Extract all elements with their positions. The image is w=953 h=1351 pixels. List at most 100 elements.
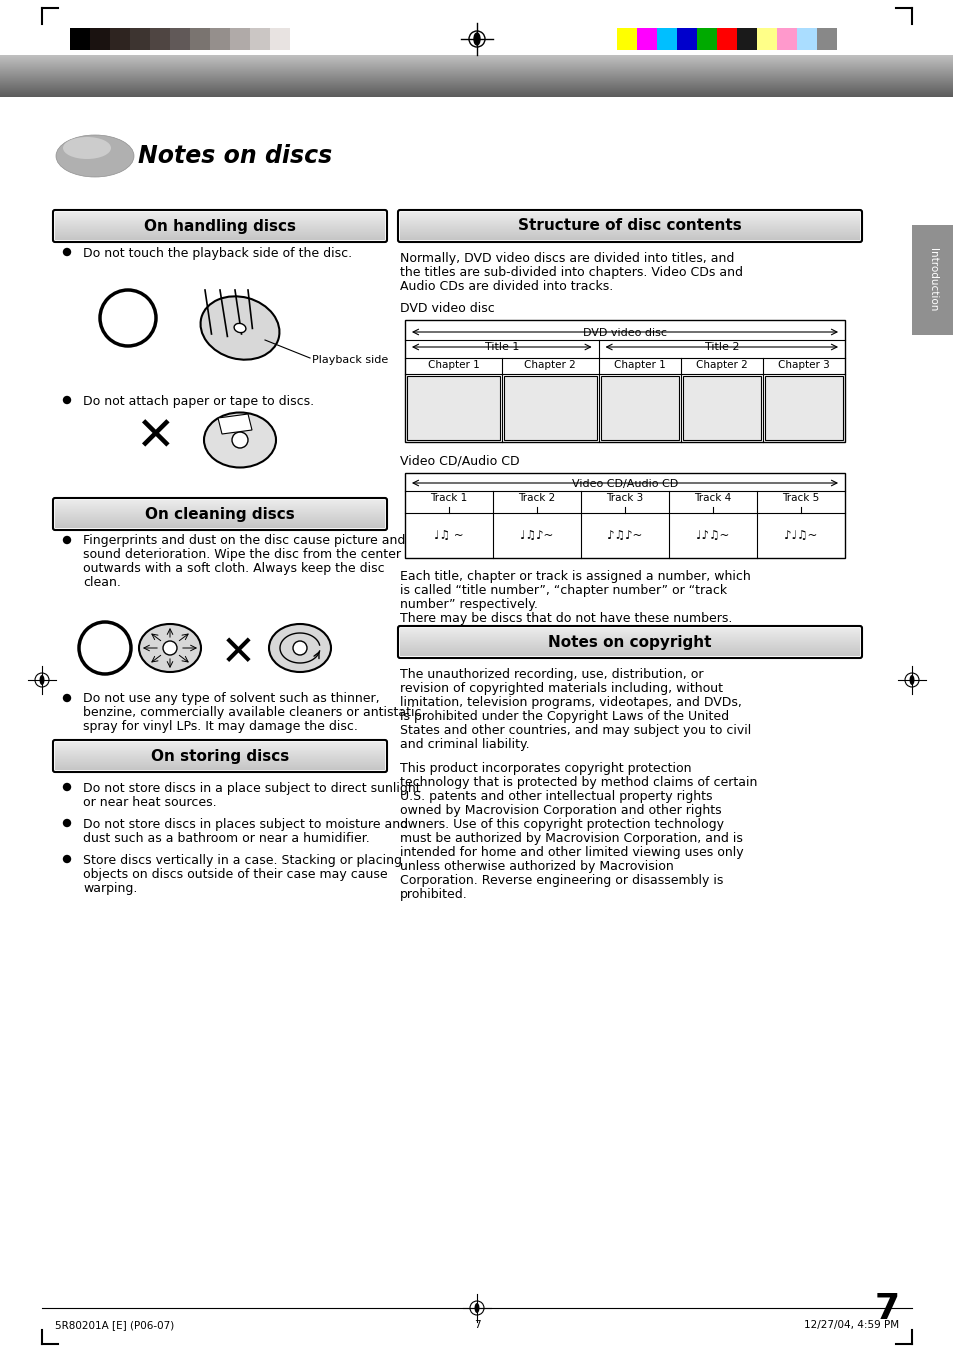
Text: Chapter 1: Chapter 1 bbox=[427, 359, 478, 370]
Ellipse shape bbox=[63, 136, 111, 159]
Circle shape bbox=[64, 784, 71, 790]
Ellipse shape bbox=[474, 1302, 479, 1313]
Bar bbox=[405, 473, 844, 558]
Text: Track 2: Track 2 bbox=[517, 493, 555, 503]
Text: U.S. patents and other intellectual property rights: U.S. patents and other intellectual prop… bbox=[399, 790, 712, 802]
Ellipse shape bbox=[908, 676, 914, 685]
Bar bbox=[637, 28, 657, 50]
Text: ♩♫♪~: ♩♫♪~ bbox=[519, 530, 553, 542]
Text: Title 2: Title 2 bbox=[704, 342, 739, 353]
Text: ♪♩♫~: ♪♩♫~ bbox=[783, 530, 817, 542]
Text: DVD video disc: DVD video disc bbox=[399, 303, 495, 315]
Text: On storing discs: On storing discs bbox=[151, 748, 289, 763]
Circle shape bbox=[64, 396, 71, 404]
Bar bbox=[230, 28, 250, 50]
Text: ♩♪♫~: ♩♪♫~ bbox=[696, 530, 729, 542]
Text: Video CD/Audio CD: Video CD/Audio CD bbox=[399, 455, 519, 467]
Bar bbox=[90, 28, 110, 50]
Text: Do not store discs in a place subject to direct sunlight: Do not store discs in a place subject to… bbox=[83, 782, 420, 794]
Ellipse shape bbox=[204, 412, 275, 467]
Text: Do not attach paper or tape to discs.: Do not attach paper or tape to discs. bbox=[83, 394, 314, 408]
Text: Do not use any type of solvent such as thinner,: Do not use any type of solvent such as t… bbox=[83, 692, 379, 705]
Text: limitation, television programs, videotapes, and DVDs,: limitation, television programs, videota… bbox=[399, 696, 741, 709]
Text: Store discs vertically in a case. Stacking or placing: Store discs vertically in a case. Stacki… bbox=[83, 854, 401, 867]
Text: 7: 7 bbox=[474, 1320, 479, 1329]
Text: and criminal liability.: and criminal liability. bbox=[399, 738, 529, 751]
Ellipse shape bbox=[139, 624, 201, 671]
Text: unless otherwise authorized by Macrovision: unless otherwise authorized by Macrovisi… bbox=[399, 861, 673, 873]
Bar bbox=[737, 28, 757, 50]
Text: DVD video disc: DVD video disc bbox=[582, 328, 666, 338]
Bar bbox=[617, 28, 637, 50]
Text: 12/27/04, 4:59 PM: 12/27/04, 4:59 PM bbox=[803, 1320, 898, 1329]
Text: Chapter 3: Chapter 3 bbox=[778, 359, 829, 370]
Circle shape bbox=[64, 249, 71, 255]
Bar bbox=[405, 320, 844, 442]
Bar bbox=[776, 28, 796, 50]
Circle shape bbox=[232, 432, 248, 449]
Text: or near heat sources.: or near heat sources. bbox=[83, 796, 216, 809]
Text: Audio CDs are divided into tracks.: Audio CDs are divided into tracks. bbox=[399, 280, 613, 293]
Bar bbox=[657, 28, 677, 50]
Text: Structure of disc contents: Structure of disc contents bbox=[517, 219, 741, 234]
Bar bbox=[697, 28, 717, 50]
Text: 5R80201A [E] (P06-07): 5R80201A [E] (P06-07) bbox=[55, 1320, 174, 1329]
Text: Chapter 2: Chapter 2 bbox=[695, 359, 747, 370]
Ellipse shape bbox=[233, 323, 246, 332]
Text: ✕: ✕ bbox=[135, 415, 174, 459]
Text: prohibited.: prohibited. bbox=[399, 888, 467, 901]
Text: Notes on discs: Notes on discs bbox=[138, 145, 332, 168]
Circle shape bbox=[64, 694, 71, 701]
Text: is called “title number”, “chapter number” or “track: is called “title number”, “chapter numbe… bbox=[399, 584, 726, 597]
Text: Title 1: Title 1 bbox=[484, 342, 518, 353]
Text: Track 5: Track 5 bbox=[781, 493, 819, 503]
Text: Track 1: Track 1 bbox=[430, 493, 467, 503]
Text: Chapter 1: Chapter 1 bbox=[613, 359, 665, 370]
Circle shape bbox=[64, 536, 71, 543]
Text: dust such as a bathroom or near a humidifier.: dust such as a bathroom or near a humidi… bbox=[83, 832, 370, 844]
Bar bbox=[600, 376, 678, 440]
Text: 7: 7 bbox=[874, 1292, 899, 1325]
Text: Do not store discs in places subject to moisture and: Do not store discs in places subject to … bbox=[83, 817, 408, 831]
Bar bbox=[290, 28, 310, 50]
Text: warping.: warping. bbox=[83, 882, 137, 894]
Text: The unauthorized recording, use, distribution, or: The unauthorized recording, use, distrib… bbox=[399, 667, 702, 681]
Text: benzine, commercially available cleaners or antistatic: benzine, commercially available cleaners… bbox=[83, 707, 421, 719]
Ellipse shape bbox=[200, 296, 279, 359]
Bar bbox=[270, 28, 290, 50]
Text: Fingerprints and dust on the disc cause picture and: Fingerprints and dust on the disc cause … bbox=[83, 534, 405, 547]
Polygon shape bbox=[218, 413, 252, 434]
Ellipse shape bbox=[269, 624, 331, 671]
Bar bbox=[110, 28, 130, 50]
Bar bbox=[816, 28, 836, 50]
Bar bbox=[796, 28, 816, 50]
Text: number” respectively.: number” respectively. bbox=[399, 598, 537, 611]
Text: clean.: clean. bbox=[83, 576, 121, 589]
Bar bbox=[170, 28, 190, 50]
Bar bbox=[407, 376, 499, 440]
Bar bbox=[503, 376, 596, 440]
Text: Track 4: Track 4 bbox=[694, 493, 731, 503]
Text: Video CD/Audio CD: Video CD/Audio CD bbox=[571, 480, 678, 489]
Text: Notes on copyright: Notes on copyright bbox=[548, 635, 711, 650]
Text: Do not touch the playback side of the disc.: Do not touch the playback side of the di… bbox=[83, 247, 352, 259]
Text: On cleaning discs: On cleaning discs bbox=[145, 507, 294, 521]
Text: is prohibited under the Copyright Laws of the United: is prohibited under the Copyright Laws o… bbox=[399, 711, 728, 723]
Text: must be authorized by Macrovision Corporation, and is: must be authorized by Macrovision Corpor… bbox=[399, 832, 742, 844]
Text: On handling discs: On handling discs bbox=[144, 219, 295, 234]
Circle shape bbox=[64, 855, 71, 862]
Text: Introduction: Introduction bbox=[927, 249, 937, 312]
Bar bbox=[130, 28, 150, 50]
Bar bbox=[250, 28, 270, 50]
Text: Each title, chapter or track is assigned a number, which: Each title, chapter or track is assigned… bbox=[399, 570, 750, 584]
Bar bbox=[682, 376, 760, 440]
Text: States and other countries, and may subject you to civil: States and other countries, and may subj… bbox=[399, 724, 750, 738]
Text: This product incorporates copyright protection: This product incorporates copyright prot… bbox=[399, 762, 691, 775]
Text: the titles are sub-divided into chapters. Video CDs and: the titles are sub-divided into chapters… bbox=[399, 266, 742, 280]
Text: spray for vinyl LPs. It may damage the disc.: spray for vinyl LPs. It may damage the d… bbox=[83, 720, 357, 734]
Bar bbox=[150, 28, 170, 50]
Ellipse shape bbox=[56, 135, 133, 177]
Text: owners. Use of this copyright protection technology: owners. Use of this copyright protection… bbox=[399, 817, 723, 831]
Circle shape bbox=[64, 820, 71, 827]
Text: Normally, DVD video discs are divided into titles, and: Normally, DVD video discs are divided in… bbox=[399, 253, 734, 265]
